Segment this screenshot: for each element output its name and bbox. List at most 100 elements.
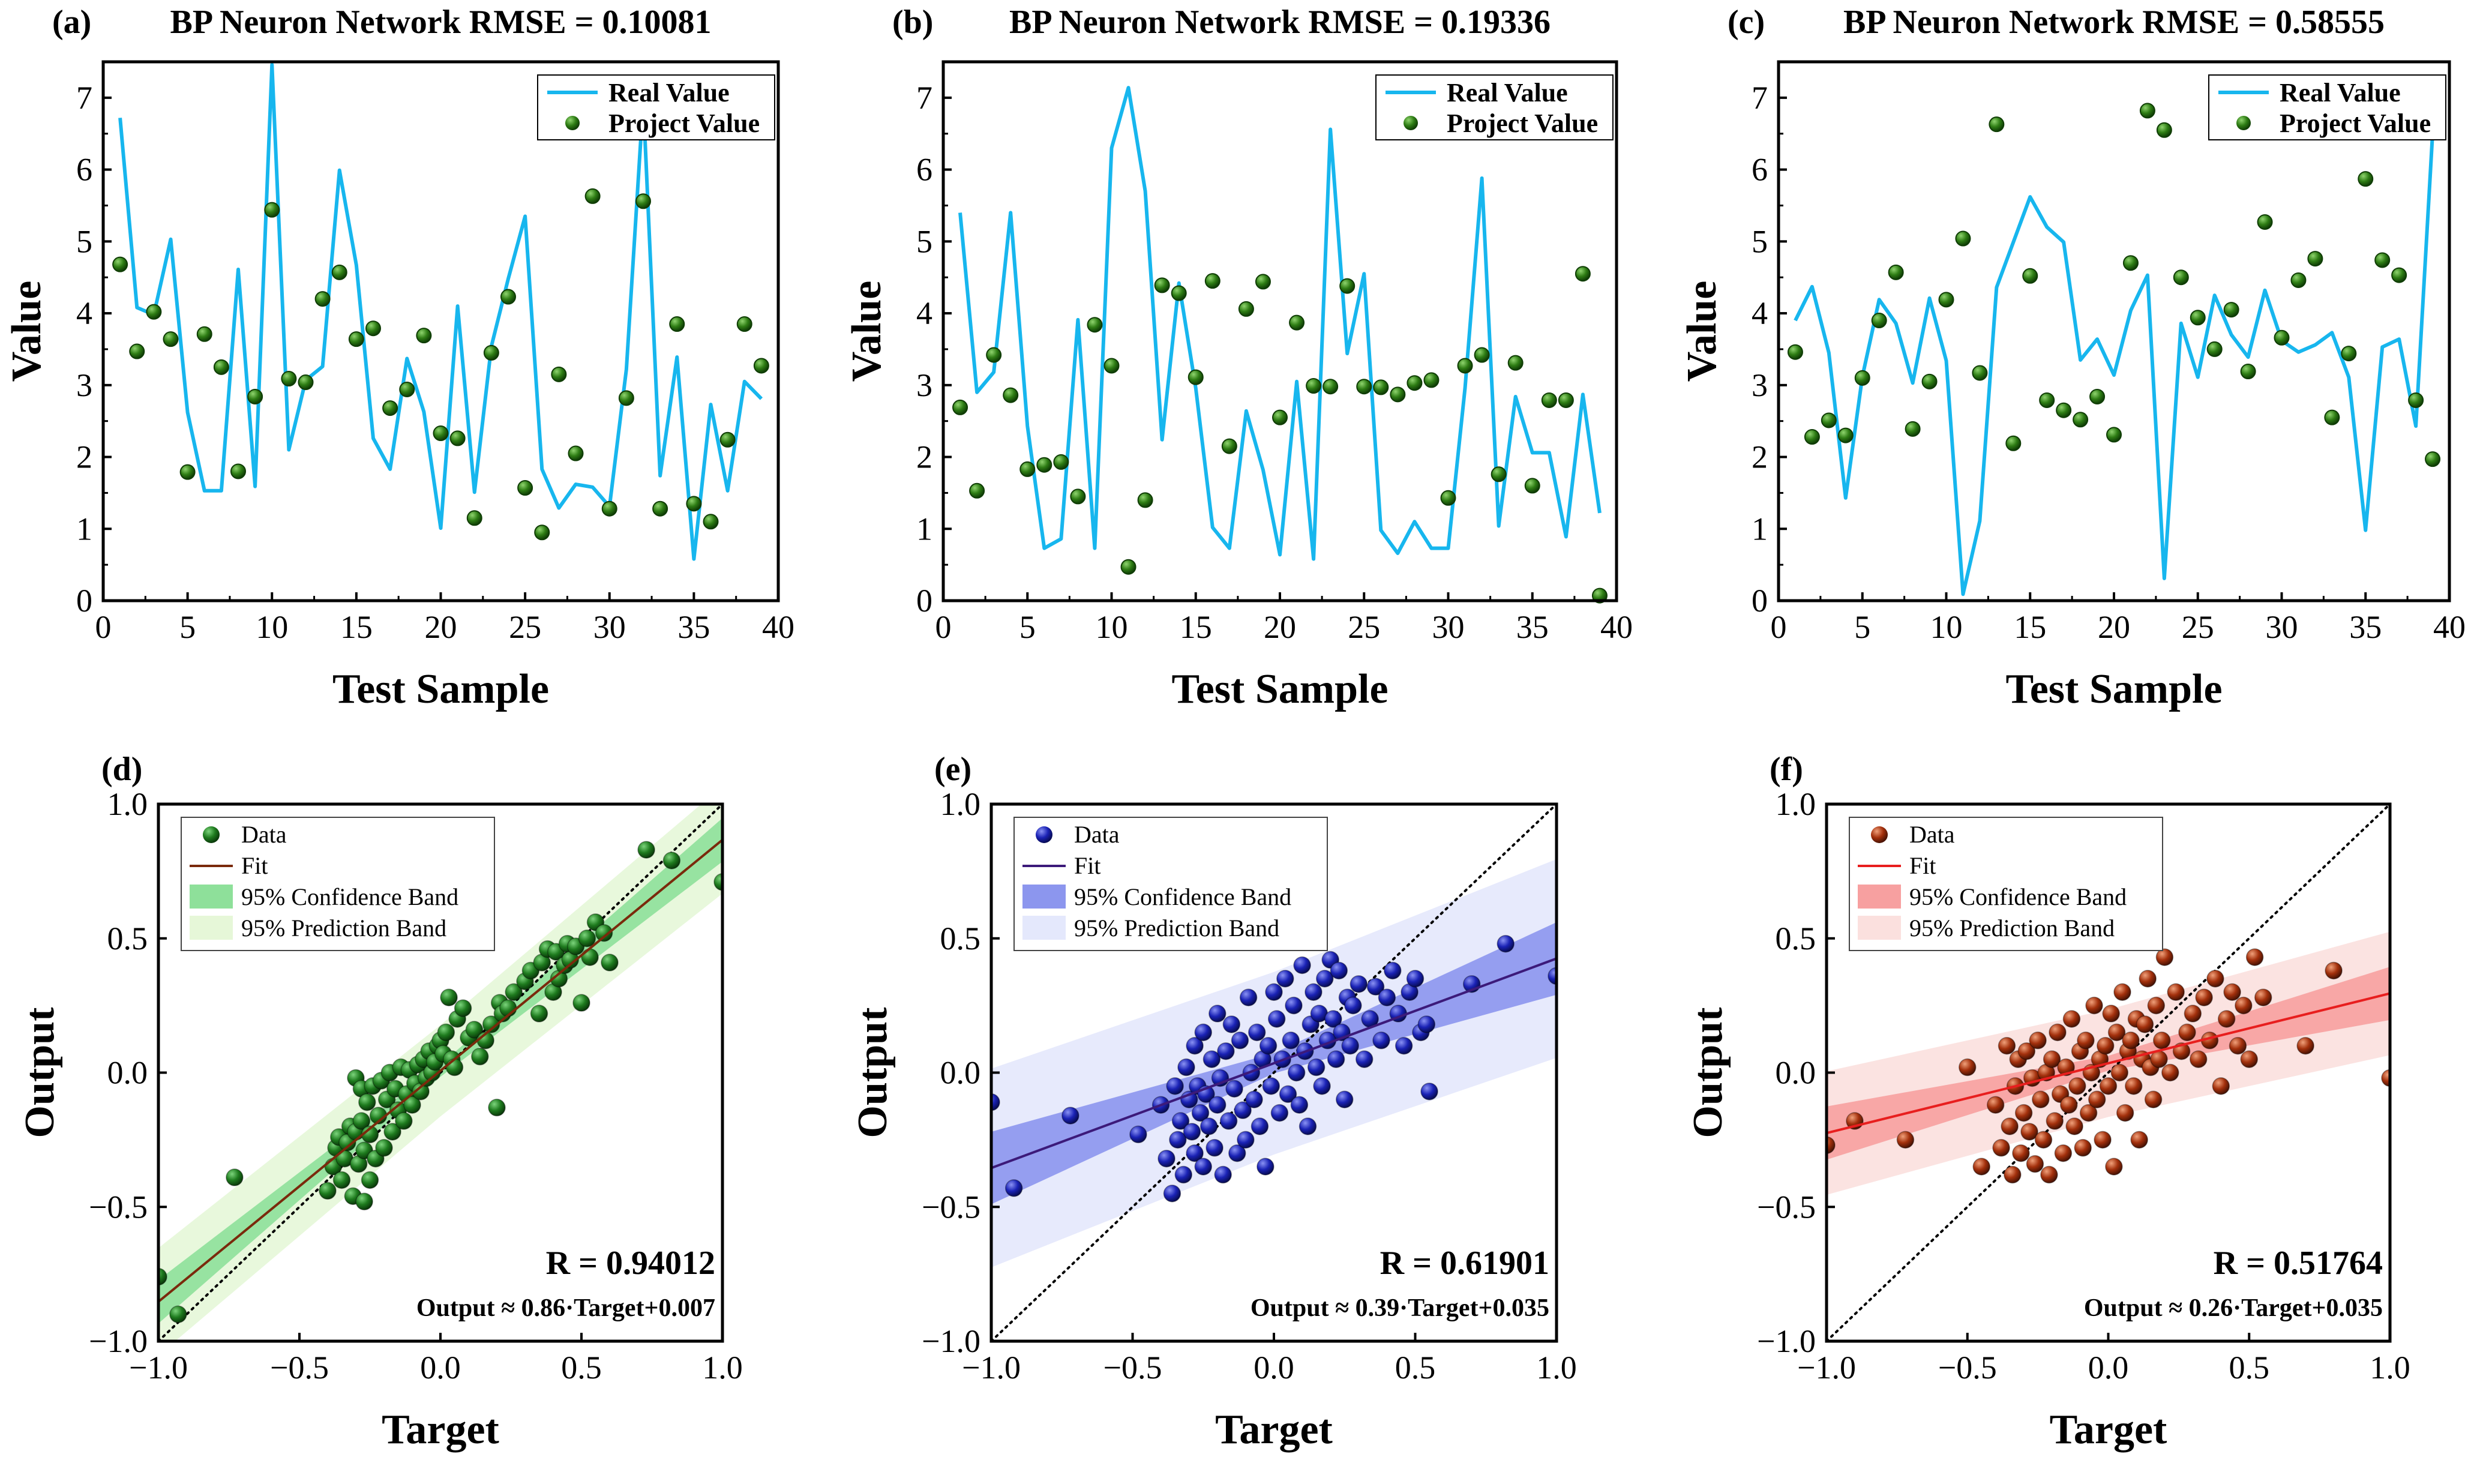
legend-prediction-swatch <box>190 916 233 940</box>
x-tick-label: 0.5 <box>1395 1350 1436 1386</box>
data-point <box>1330 961 1348 980</box>
plot-frame <box>941 60 1618 602</box>
data-point <box>1276 970 1294 988</box>
project-value-point <box>1541 392 1557 408</box>
project-value-point <box>1854 370 1870 386</box>
series-project-value <box>1787 103 2441 467</box>
fit-equation-annotation: Output ≈ 0.26·Target+0.035 <box>2084 1294 2383 1322</box>
x-axis-label: Target <box>2050 1407 2167 1453</box>
project-value-point <box>348 331 364 347</box>
legend-prediction-swatch <box>1858 916 1901 940</box>
legend-confidence-swatch <box>1858 885 1901 909</box>
project-value-point <box>399 381 415 397</box>
x-tick-label: −0.5 <box>270 1350 329 1386</box>
fit-line <box>1827 992 2390 1135</box>
data-point <box>1896 1131 1915 1149</box>
project-value-point <box>703 514 719 530</box>
project-value-point <box>483 344 499 361</box>
project-value-point <box>2022 268 2038 284</box>
data-point <box>2107 1023 2126 1042</box>
y-tick-label: 4 <box>916 295 932 331</box>
data-point <box>2099 1077 2118 1095</box>
data-point <box>2014 1104 2033 1122</box>
project-value-point <box>2073 412 2089 428</box>
project-value-point <box>517 480 533 496</box>
data-point <box>1307 1058 1326 1077</box>
data-point <box>1239 988 1258 1006</box>
legend-box <box>1375 74 1614 140</box>
x-ticks: −1.0 −0.5 0.0 0.5 1.0 <box>962 1333 1577 1386</box>
data-point <box>1208 1096 1226 1114</box>
project-value-point <box>1390 386 1406 403</box>
data-point <box>1959 1058 1977 1077</box>
project-value-point <box>2005 435 2022 451</box>
data-point <box>1245 1090 1263 1108</box>
y-tick-label: 5 <box>76 223 92 259</box>
data-point <box>1166 1077 1184 1095</box>
legend-project-value-label: Project Value <box>2280 109 2431 138</box>
project-value-point <box>1373 379 1389 395</box>
data-point <box>2034 1131 2053 1149</box>
panel-label: (a) <box>52 4 91 41</box>
data-point <box>572 994 590 1012</box>
data-point <box>1986 1096 2005 1114</box>
data-point <box>1327 1050 1345 1068</box>
legend-fit-label: Fit <box>241 852 268 879</box>
data-point <box>2381 1069 2390 1087</box>
data-point <box>2325 961 2343 980</box>
project-value-point <box>1120 559 1136 575</box>
project-value-point <box>1323 379 1339 395</box>
project-value-point <box>1558 392 1574 408</box>
y-axis-label: Output <box>1685 1008 1731 1138</box>
project-value-point <box>314 291 331 307</box>
x-axis-label: Target <box>1215 1407 1333 1453</box>
project-value-point <box>449 430 466 446</box>
data-point <box>2161 1063 2179 1082</box>
project-value-point <box>2425 451 2441 467</box>
x-axis-label: Test Sample <box>332 666 549 712</box>
project-value-point <box>1905 421 1921 437</box>
y-tick-label: 2 <box>1752 439 1768 475</box>
legend-box <box>1849 817 2163 951</box>
x-tick-label: 10 <box>1930 609 1963 645</box>
x-tick-label: 0 <box>935 609 952 645</box>
y-tick-label: 0 <box>1752 583 1768 619</box>
project-value-point <box>129 343 145 359</box>
data-point <box>1199 1117 1218 1135</box>
project-value-point <box>2290 272 2307 288</box>
plot-frame <box>1777 60 2451 602</box>
panel-label: (e) <box>934 751 971 788</box>
data-point <box>2060 1096 2078 1114</box>
legend: Data Fit 95% Confidence Band 95% Prediction… <box>181 817 495 951</box>
data-point <box>2125 1077 2143 1095</box>
project-value-point <box>1457 358 1473 374</box>
project-value-point <box>163 331 179 347</box>
project-value-point <box>601 500 617 517</box>
panel-label: (b) <box>892 4 933 41</box>
legend-data-swatch <box>1871 826 1888 843</box>
x-tick-label: 20 <box>1264 609 1296 645</box>
legend-prediction-label: 95% Prediction Band <box>241 915 446 942</box>
x-tick-label: 5 <box>179 609 196 645</box>
data-point <box>2217 1010 2236 1028</box>
series-real-value-line <box>958 86 1602 561</box>
project-value-point <box>568 445 584 461</box>
data-point <box>1186 1037 1204 1055</box>
y-tick-label: 2 <box>916 439 932 475</box>
data-point <box>1548 967 1557 985</box>
data-point <box>2068 1077 2086 1095</box>
data-point <box>637 841 655 859</box>
project-value-point <box>2223 302 2239 318</box>
project-value-point <box>1423 372 1440 388</box>
data-point <box>1497 934 1515 953</box>
x-tick-label: 25 <box>1348 609 1380 645</box>
y-tick-label: 7 <box>916 80 932 116</box>
x-tick-label: 1.0 <box>2370 1350 2410 1386</box>
y-tick-label: 0.0 <box>1776 1055 1816 1091</box>
data-point <box>2029 1032 2047 1050</box>
data-point <box>1061 1107 1079 1125</box>
data-point <box>1384 961 1402 980</box>
data-point <box>169 1305 187 1323</box>
x-tick-label: 40 <box>762 609 794 645</box>
